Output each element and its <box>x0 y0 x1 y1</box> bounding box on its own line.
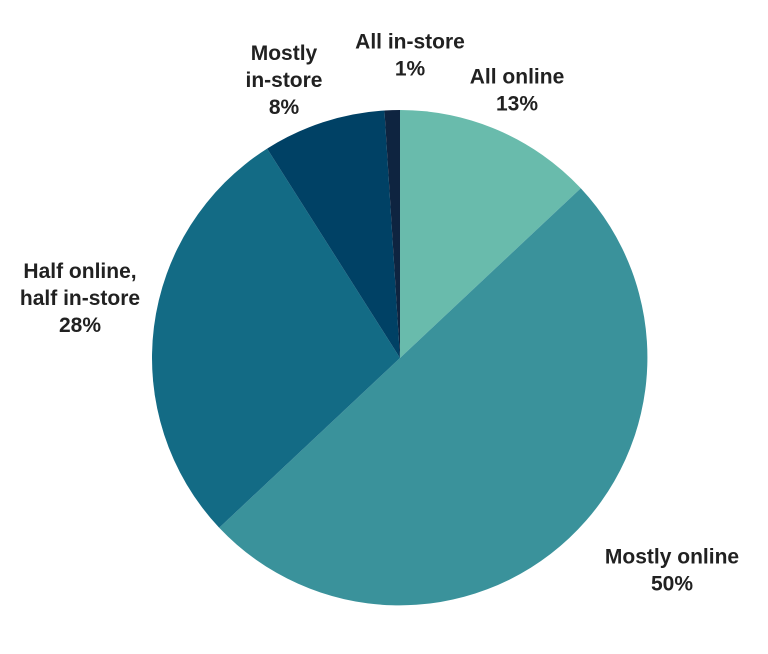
pie-slice-half-online-half-in-store <box>152 148 400 528</box>
slice-label-mostly-in-store: Mostly in-store 8% <box>245 42 322 119</box>
pie-slice-mostly-in-store <box>267 110 400 359</box>
slice-label-half-online-half-in-store: Half online, half in-store 28% <box>20 260 140 337</box>
slice-label-all-in-store: All in-store 1% <box>355 31 465 81</box>
pie-slice-all-online <box>400 110 581 358</box>
slice-label-mostly-online: Mostly online 50% <box>605 546 739 596</box>
pie-slice-mostly-online <box>219 188 648 606</box>
slice-label-all-online: All online 13% <box>470 66 565 116</box>
pie-slice-all-in-store <box>384 110 400 358</box>
